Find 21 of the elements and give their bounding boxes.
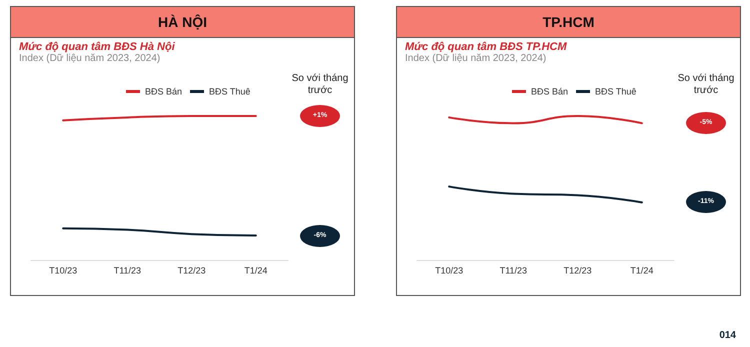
text: So với tháng trước — [676, 73, 736, 97]
chart-subtitle: Mức độ quan tâm BĐS Hà Nội — [19, 41, 175, 53]
x-tick-label: T11/23 — [500, 266, 528, 276]
legend-label: BĐS Thuê — [209, 86, 250, 96]
x-tick-label: T12/23 — [178, 266, 206, 276]
text: Index (Dữ liệu năm 2023, 2024) — [405, 53, 546, 64]
legend-label: BĐS Bán — [145, 86, 182, 96]
chart-title: TP.HCM — [397, 7, 740, 38]
x-tick-label: T1/24 — [630, 266, 654, 276]
x-tick-label: T11/23 — [114, 266, 142, 276]
chart-title: HÀ NỘI — [11, 7, 354, 38]
text: 014 — [719, 330, 736, 341]
x-tick-label: T10/23 — [49, 266, 78, 276]
legend-label: BĐS Bán — [531, 86, 568, 96]
legend-label: BĐS Thuê — [595, 86, 636, 96]
x-tick-label: T1/24 — [244, 266, 268, 276]
chart-subtitle: Mức độ quan tâm BĐS TP.HCM — [405, 41, 567, 53]
x-tick-label: T10/23 — [435, 266, 464, 276]
text: So với tháng trước — [290, 73, 350, 97]
x-tick-label: T12/23 — [564, 266, 592, 276]
text: Index (Dữ liệu năm 2023, 2024) — [19, 53, 160, 64]
